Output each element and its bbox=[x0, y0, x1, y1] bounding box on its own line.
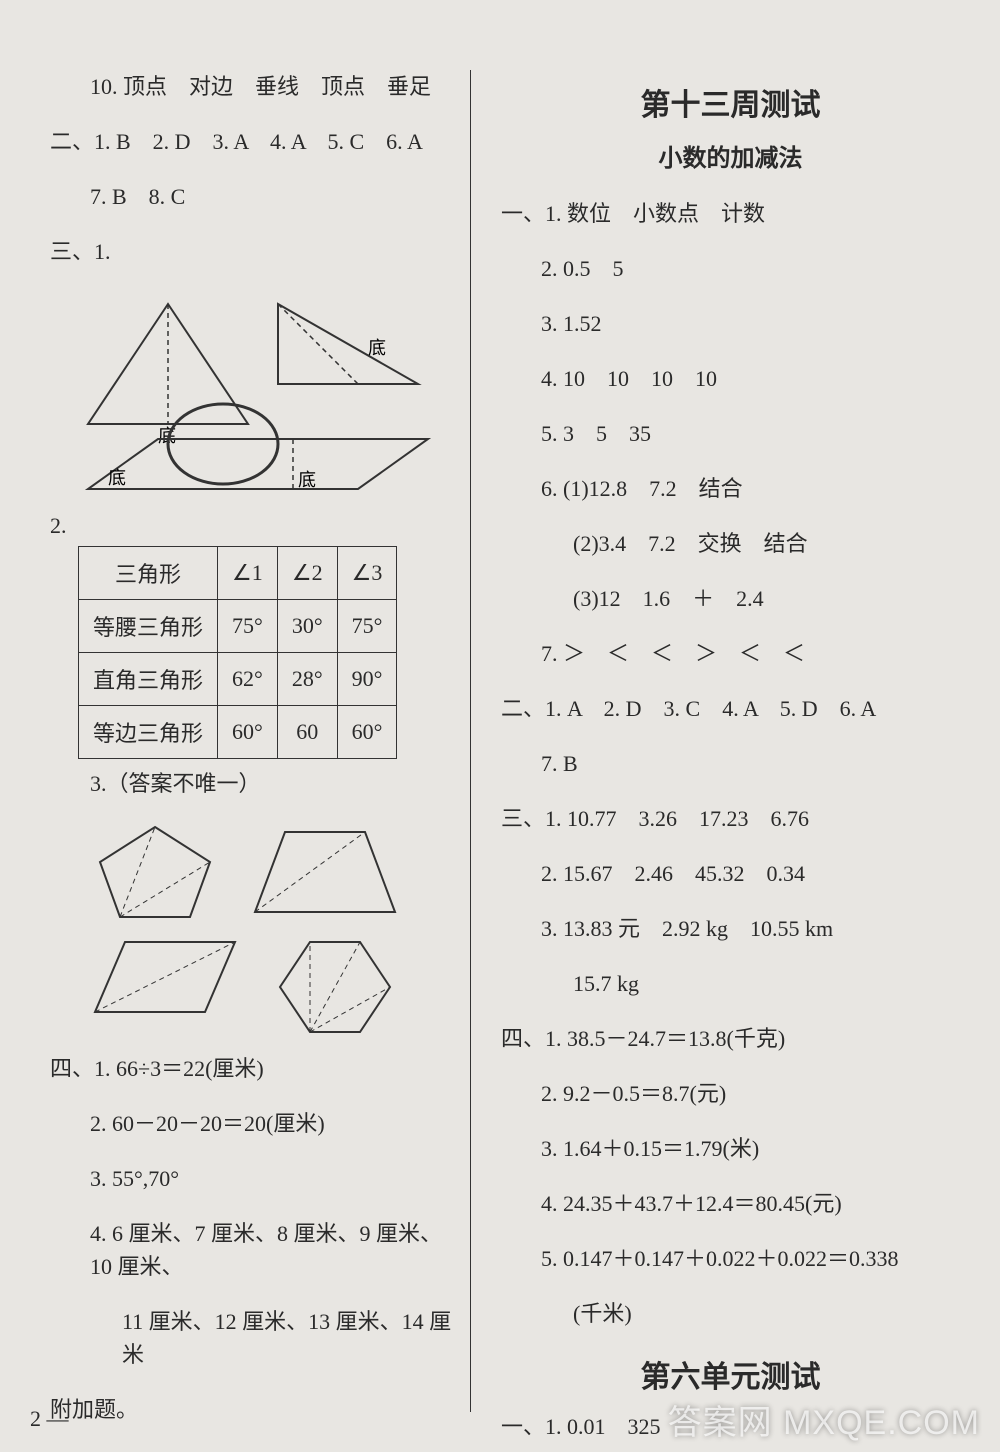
r-s1-7: 7. ＞ ＜ ＜ ＞ ＜ ＜ bbox=[501, 637, 960, 670]
th-a2: ∠2 bbox=[277, 547, 337, 600]
section-2-row2: 7. B 8. C bbox=[50, 180, 452, 213]
r-s1-4: 4. 10 10 10 10 bbox=[501, 362, 960, 395]
trapezoid-diagram bbox=[250, 822, 400, 922]
week13-subtitle: 小数的加减法 bbox=[501, 138, 960, 173]
r-s1-6a: 6. (1)12.8 7.2 结合 bbox=[501, 472, 960, 505]
label-base-2: 底 bbox=[368, 338, 386, 358]
r-s1-1: 一、1. 数位 小数点 计数 bbox=[501, 197, 960, 230]
hexagon-diagram bbox=[270, 932, 400, 1042]
cell: 60 bbox=[277, 706, 337, 759]
item-10: 10. 顶点 对边 垂线 顶点 垂足 bbox=[50, 70, 452, 103]
sec4-4b: 11 厘米、12 厘米、13 厘米、14 厘米 bbox=[50, 1305, 452, 1371]
page-footer: 2 — bbox=[30, 1406, 69, 1432]
r-s2: 二、1. A 2. D 3. C 4. A 5. D 6. A bbox=[501, 692, 960, 725]
q3-label: 3.（答案不唯一） bbox=[50, 767, 452, 800]
table-row: 等边三角形 60° 60 60° bbox=[79, 706, 397, 759]
r-s1-6c: (3)12 1.6 ＋ 2.4 bbox=[501, 582, 960, 615]
cell: 62° bbox=[218, 653, 278, 706]
r-s1-6b: (2)3.4 7.2 交换 结合 bbox=[501, 527, 960, 560]
cell: 60° bbox=[218, 706, 278, 759]
r-s1-5: 5. 3 5 35 bbox=[501, 417, 960, 450]
r-s4-5: 5. 0.147＋0.147＋0.022＋0.022＝0.338 bbox=[501, 1242, 960, 1275]
polygon-row-1 bbox=[90, 822, 452, 922]
sec4-2: 2. 60－20－20＝20(厘米) bbox=[50, 1107, 452, 1140]
r-s3-3: 3. 13.83 元 2.92 kg 10.55 km bbox=[501, 912, 960, 945]
r-s4-2: 2. 9.2－0.5＝8.7(元) bbox=[501, 1077, 960, 1110]
r-s3-2: 2. 15.67 2.46 45.32 0.34 bbox=[501, 857, 960, 890]
rhombus-diagram bbox=[90, 932, 240, 1022]
r-s3-3b: 15.7 kg bbox=[501, 967, 960, 1000]
label-base-3a: 底 bbox=[108, 468, 126, 488]
r-s4-5b: (千米) bbox=[501, 1297, 960, 1330]
r-s1-3: 3. 1.52 bbox=[501, 307, 960, 340]
triangle-angle-table: 三角形 ∠1 ∠2 ∠3 等腰三角形 75° 30° 75° 直角三角形 62°… bbox=[78, 546, 397, 759]
cell: 28° bbox=[277, 653, 337, 706]
r-s3-1: 三、1. 10.77 3.26 17.23 6.76 bbox=[501, 802, 960, 835]
th-a1: ∠1 bbox=[218, 547, 278, 600]
triangle-2 bbox=[278, 304, 418, 384]
pentagon-diagram bbox=[90, 822, 220, 922]
unit6-title: 第六单元测试 bbox=[501, 1352, 960, 1396]
table-row: 等腰三角形 75° 30° 75° bbox=[79, 600, 397, 653]
page: 10. 顶点 对边 垂线 顶点 垂足 二、1. B 2. D 3. A 4. A… bbox=[0, 0, 1000, 1452]
cell: 直角三角形 bbox=[79, 653, 218, 706]
section-2-row1: 二、1. B 2. D 3. A 4. A 5. C 6. A bbox=[50, 125, 452, 158]
r-s4-1: 四、1. 38.5－24.7＝13.8(千克) bbox=[501, 1022, 960, 1055]
q2-label: 2. bbox=[50, 509, 452, 542]
cell: 30° bbox=[277, 600, 337, 653]
th-shape: 三角形 bbox=[79, 547, 218, 600]
watermark-stamp-icon bbox=[168, 404, 278, 484]
polygon-row-2 bbox=[90, 932, 452, 1042]
section-3-label: 三、1. bbox=[50, 235, 452, 268]
cell: 等边三角形 bbox=[79, 706, 218, 759]
th-a3: ∠3 bbox=[337, 547, 397, 600]
cell: 等腰三角形 bbox=[79, 600, 218, 653]
table-header-row: 三角形 ∠1 ∠2 ∠3 bbox=[79, 547, 397, 600]
r-s1-2: 2. 0.5 5 bbox=[501, 252, 960, 285]
cell: 90° bbox=[337, 653, 397, 706]
sec4-1: 四、1. 66÷3＝22(厘米) bbox=[50, 1052, 452, 1085]
r-s4-4: 4. 24.35＋43.7＋12.4＝80.45(元) bbox=[501, 1187, 960, 1220]
label-base-3b: 底 bbox=[298, 470, 316, 490]
geometry-diagram: 底 底 底 底 bbox=[58, 294, 438, 494]
cell: 75° bbox=[337, 600, 397, 653]
r-s2b: 7. B bbox=[501, 747, 960, 780]
sec4-4a: 4. 6 厘米、7 厘米、8 厘米、9 厘米、10 厘米、 bbox=[50, 1217, 452, 1283]
right-column: 第十三周测试 小数的加减法 一、1. 数位 小数点 计数 2. 0.5 5 3.… bbox=[470, 70, 960, 1412]
r-s4-3: 3. 1.64＋0.15＝1.79(米) bbox=[501, 1132, 960, 1165]
week13-title: 第十三周测试 bbox=[501, 80, 960, 124]
sec4-3: 3. 55°,70° bbox=[50, 1162, 452, 1195]
cell: 60° bbox=[337, 706, 397, 759]
parallelogram bbox=[88, 439, 428, 489]
two-column-layout: 10. 顶点 对边 垂线 顶点 垂足 二、1. B 2. D 3. A 4. A… bbox=[50, 70, 960, 1412]
extra-label: 附加题。 bbox=[50, 1393, 452, 1426]
cell: 75° bbox=[218, 600, 278, 653]
table-row: 直角三角形 62° 28° 90° bbox=[79, 653, 397, 706]
left-column: 10. 顶点 对边 垂线 顶点 垂足 二、1. B 2. D 3. A 4. A… bbox=[50, 70, 470, 1412]
watermark-text: 答案网 MXQE.COM bbox=[668, 1395, 980, 1444]
